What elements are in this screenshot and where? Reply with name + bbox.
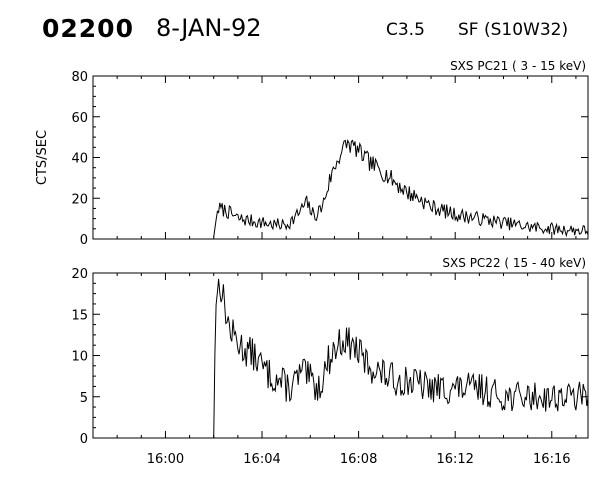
xtick-label: 16:04 [243, 452, 280, 467]
panel-1-ytick-label: 60 [71, 111, 88, 126]
xtick-label: 16:08 [340, 452, 377, 467]
panel-2-ytick-label: 0 [80, 432, 88, 447]
panel-1-title: SXS PC21 ( 3 - 15 keV) [450, 59, 586, 73]
xtick-label: 16:00 [147, 452, 184, 467]
panel-2-ytick-label: 5 [80, 391, 88, 406]
panel-1-ytick-label: 40 [71, 152, 88, 167]
panel-2-series-line [213, 278, 589, 439]
panel-2-title: SXS PC22 ( 15 - 40 keV) [442, 256, 586, 270]
event-id: 02200 [42, 14, 134, 43]
xtick-label: 16:12 [436, 452, 473, 467]
panel-2-ytick-label: 20 [71, 267, 88, 282]
panel-1-ytick-label: 20 [71, 192, 88, 207]
event-date: 8-JAN-92 [156, 14, 262, 42]
panel-1-ytick-label: 0 [80, 233, 88, 248]
panel-2-ytick-label: 15 [71, 308, 88, 323]
flare-class: C3.5 [386, 20, 425, 40]
panel-2-frame [92, 272, 589, 439]
flare-location: SF (S10W32) [458, 20, 569, 40]
panel-1-ylabel: CTS/SEC [35, 130, 50, 185]
panel-1-series-line [213, 138, 589, 238]
panel-2-ytick-label: 10 [71, 350, 88, 365]
xtick-label: 16:16 [533, 452, 570, 467]
panel-1-ytick-label: 80 [71, 70, 88, 85]
